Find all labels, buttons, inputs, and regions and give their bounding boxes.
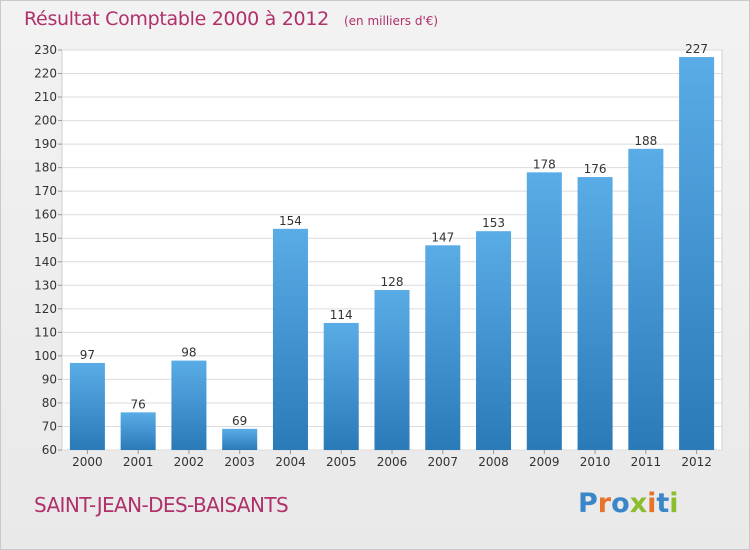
value-label-2012: 227 — [685, 42, 708, 56]
x-tick-label: 2000 — [72, 455, 103, 469]
x-tick-label: 2003 — [224, 455, 255, 469]
y-tick-label: 220 — [34, 67, 57, 81]
bar-2009 — [526, 172, 562, 450]
bar-2006 — [374, 290, 410, 450]
y-tick-label: 170 — [34, 184, 57, 198]
y-tick-label: 70 — [42, 419, 57, 433]
x-tick-label: 2006 — [377, 455, 408, 469]
y-tick-label: 150 — [34, 231, 57, 245]
bar-2008 — [476, 231, 512, 450]
bar-2000 — [69, 362, 105, 450]
value-label-2001: 76 — [131, 397, 146, 411]
logo-letter: r — [597, 488, 612, 519]
commune-name: SAINT-JEAN-DES-BAISANTS — [34, 493, 289, 517]
y-tick-label: 90 — [42, 372, 57, 386]
value-label-2010: 176 — [584, 162, 607, 176]
y-tick-label: 100 — [34, 349, 57, 363]
logo-letter: i — [669, 488, 679, 519]
y-tick-label: 80 — [42, 396, 57, 410]
chart-title-row: Résultat Comptable 2000 à 2012 (en milli… — [24, 8, 438, 30]
logo-letter: x — [629, 488, 648, 519]
y-tick-label: 110 — [34, 325, 57, 339]
y-tick-label: 200 — [34, 114, 57, 128]
logo-letter: o — [611, 488, 630, 519]
value-label-2000: 97 — [80, 348, 95, 362]
bar-2005 — [323, 322, 359, 450]
y-tick-label: 160 — [34, 208, 57, 222]
bar-2010 — [577, 177, 613, 450]
x-tick-label: 2005 — [326, 455, 357, 469]
y-axis: 60 70 80 90 100 110 120 130 140 150 160 170 180 190 20… — [34, 43, 62, 457]
value-label-2007: 147 — [431, 230, 454, 244]
value-label-2011: 188 — [634, 134, 657, 148]
logo-letter: i — [647, 488, 657, 519]
x-tick-label: 2007 — [427, 455, 458, 469]
value-label-2005: 114 — [330, 308, 353, 322]
x-tick-label: 2002 — [174, 455, 205, 469]
bar-2011 — [628, 148, 664, 450]
x-tick-label: 2009 — [529, 455, 560, 469]
bar-2012 — [679, 57, 715, 450]
x-tick-label: 2004 — [275, 455, 306, 469]
y-tick-label: 230 — [34, 43, 57, 57]
value-label-2008: 153 — [482, 216, 505, 230]
value-label-2006: 128 — [381, 275, 404, 289]
y-tick-label: 120 — [34, 302, 57, 316]
value-label-2004: 154 — [279, 214, 302, 228]
y-tick-label: 210 — [34, 90, 57, 104]
x-axis: 2000 2001 2002 2003 2004 2005 2006 2007 2008 2009… — [72, 450, 712, 469]
bar-2003 — [222, 428, 258, 450]
x-tick-label: 2010 — [580, 455, 611, 469]
proxiti-logo: Proxiti — [578, 488, 679, 519]
bar-2001 — [120, 412, 156, 450]
chart-title: Résultat Comptable 2000 à 2012 — [24, 8, 329, 30]
y-tick-label: 180 — [34, 161, 57, 175]
y-tick-label: 140 — [34, 255, 57, 269]
bar-2007 — [425, 245, 461, 450]
logo-letter: P — [578, 488, 598, 519]
logo-letter: t — [656, 488, 670, 519]
y-tick-label: 130 — [34, 278, 57, 292]
bar-2004 — [272, 228, 308, 450]
y-tick-label: 60 — [42, 443, 57, 457]
bar-2002 — [171, 360, 207, 450]
chart-subtitle: (en milliers d'€) — [343, 14, 439, 28]
y-tick-label: 190 — [34, 137, 57, 151]
bars: 97 76 98 69 154 114 128 147 153 178 176 188 227 — [69, 42, 715, 450]
value-label-2009: 178 — [533, 157, 556, 171]
value-label-2003: 69 — [232, 414, 247, 428]
x-tick-label: 2011 — [631, 455, 662, 469]
x-tick-label: 2001 — [123, 455, 154, 469]
value-label-2002: 98 — [181, 346, 196, 360]
x-tick-label: 2012 — [681, 455, 712, 469]
x-tick-label: 2008 — [478, 455, 509, 469]
